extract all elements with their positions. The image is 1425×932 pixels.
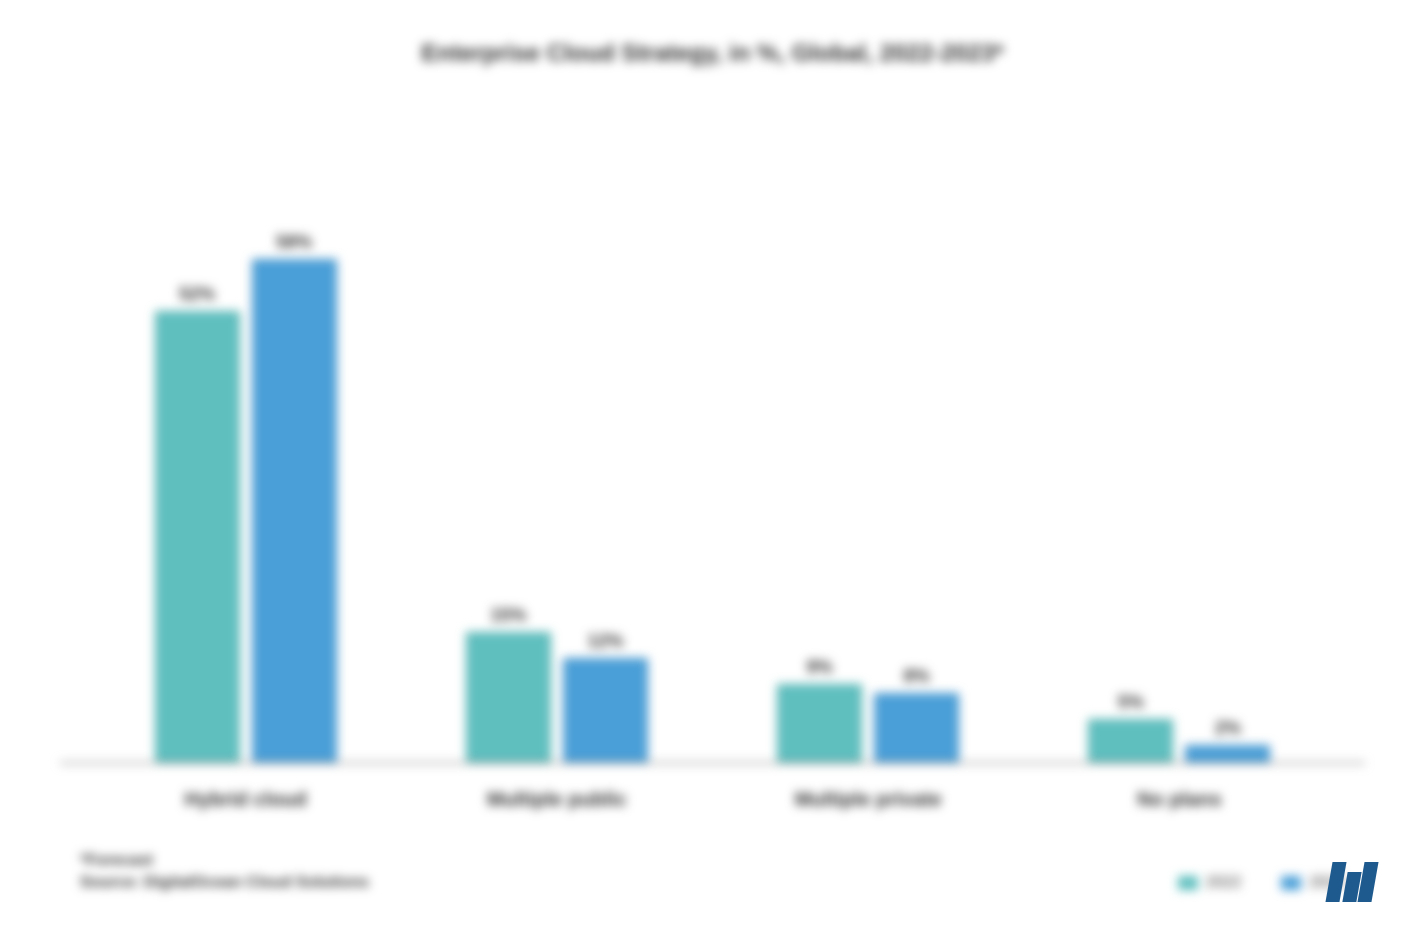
- bar-group-no-plans: 5% 2%: [1024, 719, 1335, 762]
- bar-group-multiple-private: 9% 8%: [713, 684, 1024, 762]
- chart-container: Enterprise Cloud Strategy, in %, Global,…: [60, 40, 1365, 892]
- brand-logo-icon: [1329, 862, 1375, 902]
- footer-text: *Forecast Source: DigitalOcean Cloud Sol…: [80, 852, 369, 892]
- x-axis-labels: Hybrid cloud Multiple public Multiple pr…: [60, 774, 1365, 812]
- legend-swatch-icon: [1281, 876, 1301, 890]
- legend-label: 2022: [1206, 874, 1242, 892]
- bar-series2-cat4: 2%: [1185, 745, 1270, 762]
- bar-series2-cat2: 12%: [563, 658, 648, 762]
- chart-footer: *Forecast Source: DigitalOcean Cloud Sol…: [60, 852, 1365, 892]
- legend-swatch-icon: [1178, 876, 1198, 890]
- bar-value-label: 9%: [807, 657, 833, 678]
- bar-value-label: 5%: [1118, 692, 1144, 713]
- bar-value-label: 8%: [904, 666, 930, 687]
- category-label: No plans: [1024, 789, 1335, 812]
- chart-legend: 2022 2023: [1178, 874, 1345, 892]
- chart-title: Enterprise Cloud Strategy, in %, Global,…: [60, 40, 1365, 68]
- source-text: Source: DigitalOcean Cloud Solutions: [80, 874, 369, 892]
- footnote-text: *Forecast: [80, 852, 369, 870]
- bar-value-label: 2%: [1215, 718, 1241, 739]
- bar-value-label: 12%: [587, 631, 623, 652]
- bar-group-multiple-public: 15% 12%: [401, 632, 712, 762]
- bar-series2-cat1: 58%: [252, 259, 337, 762]
- bar-value-label: 52%: [179, 284, 215, 305]
- bar-value-label: 15%: [490, 605, 526, 626]
- bar-value-label: 58%: [276, 232, 312, 253]
- category-label: Multiple public: [401, 789, 712, 812]
- category-label: Multiple private: [713, 789, 1024, 812]
- bar-series1-cat1: 52%: [155, 311, 240, 762]
- bar-series1-cat2: 15%: [466, 632, 551, 762]
- bar-series2-cat3: 8%: [874, 693, 959, 762]
- legend-item-2022: 2022: [1178, 874, 1242, 892]
- bars-wrapper: 52% 58% 15% 12% 9% 8%: [60, 98, 1365, 762]
- bar-group-hybrid-cloud: 52% 58%: [90, 259, 401, 762]
- chart-plot-area: 52% 58% 15% 12% 9% 8%: [60, 98, 1365, 764]
- bar-series1-cat3: 9%: [777, 684, 862, 762]
- bar-series1-cat4: 5%: [1088, 719, 1173, 762]
- category-label: Hybrid cloud: [90, 789, 401, 812]
